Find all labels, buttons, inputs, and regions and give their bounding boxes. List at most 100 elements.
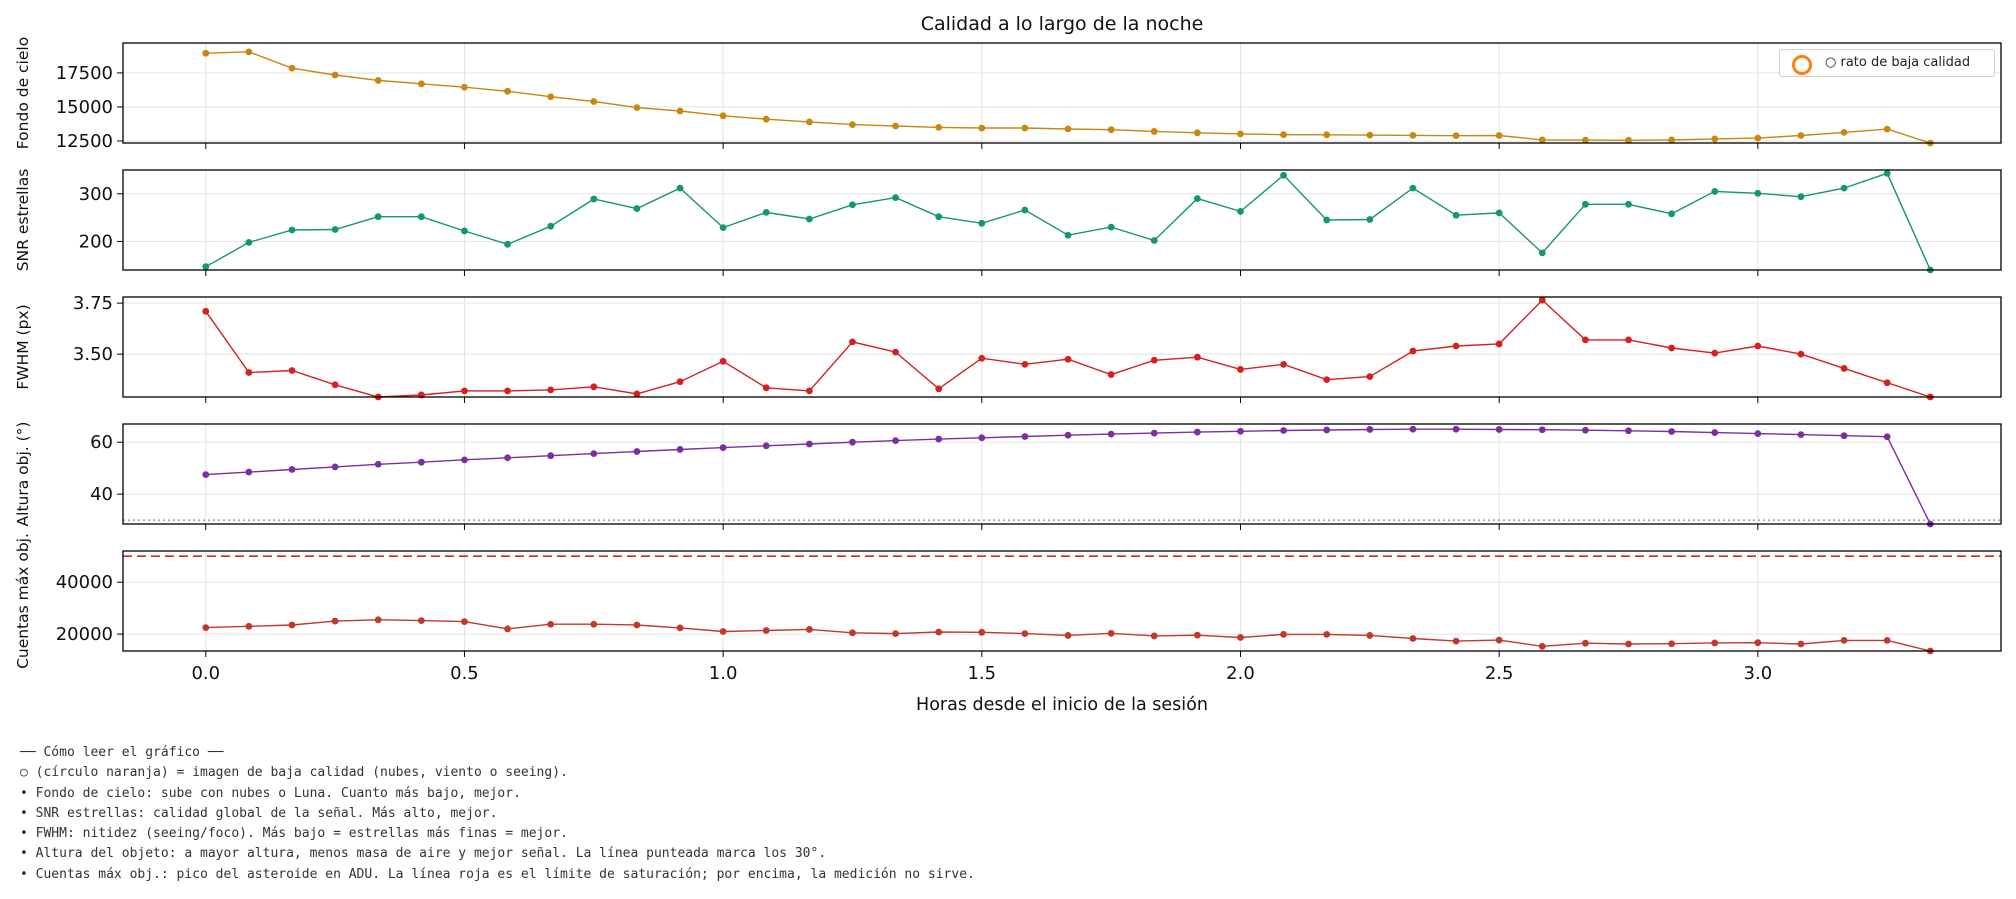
data-point	[245, 238, 253, 246]
panel-frame	[122, 169, 2002, 271]
notes-line: • Altura del objeto: a mayor altura, men…	[20, 846, 827, 862]
data-point	[547, 93, 555, 101]
data-point	[1711, 135, 1719, 143]
data-point	[1193, 428, 1201, 436]
data-point	[331, 463, 339, 471]
data-point	[547, 222, 555, 230]
data-point	[1754, 342, 1762, 350]
data-point	[1668, 136, 1675, 144]
data-point	[762, 384, 770, 392]
data-point	[978, 219, 986, 227]
data-point	[590, 450, 598, 458]
y-tick-label: 300	[79, 184, 113, 205]
data-point	[1668, 344, 1675, 352]
data-point	[1840, 128, 1848, 136]
data-point	[719, 444, 727, 452]
data-point	[1193, 631, 1201, 639]
y-tick-label: 40	[90, 484, 113, 505]
data-point	[1064, 632, 1072, 639]
data-point	[1064, 431, 1072, 439]
data-point	[935, 435, 943, 443]
data-point	[849, 629, 856, 637]
data-point	[1366, 131, 1374, 139]
data-point	[633, 621, 641, 629]
data-point	[1237, 366, 1244, 373]
data-point	[1452, 425, 1460, 433]
data-point	[676, 446, 684, 453]
data-point	[1237, 208, 1244, 215]
data-point	[935, 123, 943, 131]
data-point	[1280, 427, 1287, 434]
data-point	[1582, 336, 1589, 344]
data-point	[374, 213, 382, 221]
data-point	[331, 381, 339, 389]
data-point	[676, 184, 684, 192]
legend: ○ rato de baja calidad	[1779, 49, 1995, 77]
notes-line: • SNR estrellas: calidad global de la se…	[20, 805, 498, 821]
data-point	[676, 107, 684, 115]
data-point	[633, 390, 641, 398]
data-point	[1538, 426, 1546, 434]
data-point	[1711, 349, 1719, 357]
data-point	[1366, 632, 1374, 639]
data-point	[1495, 340, 1503, 348]
data-point	[1668, 428, 1675, 435]
data-point	[331, 617, 339, 625]
notes-line: • FWHM: nitidez (seeing/foco). Más bajo …	[20, 826, 568, 842]
data-point	[935, 628, 943, 636]
data-point	[978, 124, 986, 132]
low-quality-circle-icon	[1792, 55, 1812, 75]
data-point	[1625, 427, 1632, 435]
data-point	[245, 468, 253, 476]
data-point	[288, 64, 296, 72]
data-point	[1883, 636, 1891, 644]
data-point	[1323, 426, 1331, 434]
data-point	[1668, 210, 1675, 218]
data-point	[935, 213, 943, 221]
data-point	[633, 448, 641, 455]
data-point	[892, 348, 899, 356]
data-point	[1495, 426, 1503, 433]
data-point	[1021, 433, 1029, 440]
data-point	[1754, 189, 1762, 197]
data-point	[849, 201, 856, 209]
data-point	[1538, 642, 1546, 650]
data-point	[1366, 373, 1374, 380]
x-tick-label: 1.5	[967, 663, 996, 684]
data-point	[1711, 188, 1719, 195]
data-point	[762, 627, 770, 634]
data-point	[1323, 216, 1331, 224]
data-point	[202, 624, 210, 632]
data-point	[1280, 630, 1287, 638]
data-point	[1452, 342, 1460, 350]
data-point	[417, 458, 425, 466]
data-point	[461, 227, 468, 235]
data-point	[1107, 126, 1115, 134]
data-point	[1323, 376, 1331, 384]
data-point	[461, 83, 468, 91]
data-point	[1582, 426, 1589, 434]
data-point	[1582, 639, 1589, 647]
data-point	[288, 367, 296, 374]
y-tick-label: 12500	[56, 131, 113, 152]
data-point	[1840, 365, 1848, 372]
data-point	[374, 77, 382, 84]
data-point	[978, 354, 986, 362]
y-tick-label: 17500	[56, 63, 113, 84]
data-point	[374, 460, 382, 468]
data-point	[719, 628, 727, 635]
data-point	[1883, 125, 1891, 133]
data-point	[978, 628, 986, 636]
data-point	[762, 208, 770, 216]
data-point	[1021, 124, 1029, 132]
data-point	[245, 48, 253, 56]
x-axis-label: Horas desde el inicio de la sesión	[916, 695, 1208, 715]
data-point	[892, 122, 899, 130]
y-axis-label: Altura obj. (°)	[14, 422, 32, 527]
data-point	[762, 442, 770, 450]
data-point	[417, 213, 425, 221]
data-point	[1366, 216, 1374, 223]
data-point	[1452, 132, 1460, 140]
data-point	[504, 625, 511, 633]
x-tick-label: 1.0	[709, 663, 738, 684]
